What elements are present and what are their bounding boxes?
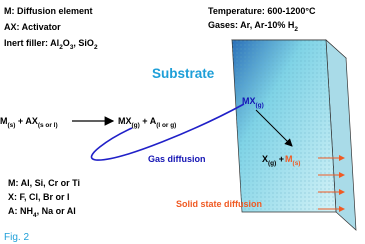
text-part: (s) [8,122,16,129]
text-part: MX [118,116,132,126]
temperature: Temperature: 600-1200°C [208,6,316,16]
list-x: X: F, Cl, Br or I [8,192,70,202]
text-part: (l or g) [156,122,176,129]
text-part: X: F, Cl, Br or I [8,192,70,202]
list-a: A: NH4, Na or Al [8,206,76,219]
text-part: Substrate [152,66,215,81]
reaction-left: M(s) + AX(s or l) [0,116,58,129]
text-part: Solid state diffusion [176,199,262,209]
gases: Gases: Ar, Ar-10% H2 [208,20,298,33]
gas-path [91,104,244,160]
slab-texture [232,40,336,212]
text-part: M: Diffusion element [4,6,93,16]
diagram: M: Diffusion element AX: Activator Inert f… [0,0,365,244]
text-part: M: Al, Si, Cr or Ti [8,178,80,188]
text-part: 2 [94,44,98,51]
text-part: 2 [294,26,298,33]
text-part: (g) [132,122,140,129]
text-part: M [0,116,8,126]
text-part: (s or l) [38,122,58,129]
text-part: A: NH [8,206,33,216]
text-part: MX [242,96,256,106]
text-part: M [285,154,293,164]
reaction-right: MX(g) + A(l or g) [118,116,176,129]
text-part: , Na or Al [37,206,76,216]
text-part: + [276,154,284,164]
gas-diffusion: Gas diffusion [148,154,206,164]
legend-filler: Inert filler: Al2O3, SiO2 [4,38,98,51]
text-part: , SiO [73,38,94,48]
page: { "labels": { "legend_element": {"parts"… [0,0,365,244]
text-part: AX: Activator [4,22,61,32]
text-part: Inert filler: Al [4,38,59,48]
text-part: + AX [15,116,37,126]
text-part: Gas diffusion [148,154,206,164]
text-part: Gases: Ar, Ar-10% H [208,20,294,30]
solid-diffusion: Solid state diffusion [176,199,262,209]
figure: Fig. 2 [4,232,29,243]
substrate: Substrate [152,66,215,81]
text-part: Temperature: 600-1200°C [208,6,316,16]
text-part: (s) [293,160,301,167]
legend-element: M: Diffusion element [4,6,93,16]
text-part: (g) [268,160,276,167]
text-part: O [63,38,70,48]
text-part: (g) [256,102,264,109]
text-part: Fig. 2 [4,232,29,243]
legend-activator: AX: Activator [4,22,61,32]
list-m: M: Al, Si, Cr or Ti [8,178,80,188]
text-part: + A [140,116,157,126]
